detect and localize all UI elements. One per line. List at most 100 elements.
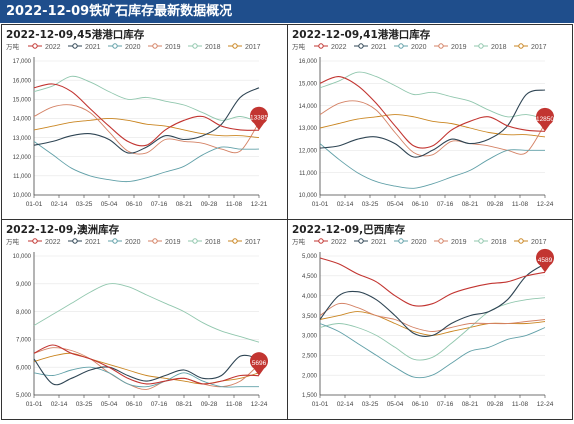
legend-label: 2017 xyxy=(531,239,547,246)
legend-item-2018[interactable]: 2018 xyxy=(188,238,221,246)
series-line-2021 xyxy=(33,354,260,386)
legend-item-2019[interactable]: 2019 xyxy=(434,43,467,51)
legend-item-2022[interactable]: 2022 xyxy=(314,238,347,246)
y-tick-label: 15,000 xyxy=(13,97,32,103)
latest-value-label: 4589 xyxy=(538,257,553,264)
legend-item-2020[interactable]: 2020 xyxy=(108,238,141,246)
latest-value-marker: 13385 xyxy=(250,106,268,131)
y-tick-label: 6,000 xyxy=(16,365,32,371)
legend-item-2019[interactable]: 2019 xyxy=(148,43,181,51)
legend-item-2021[interactable]: 2021 xyxy=(68,238,101,246)
x-tick-label: 05-04 xyxy=(387,401,404,408)
y-tick-label: 7,000 xyxy=(16,338,32,344)
legend-item-2018[interactable]: 2018 xyxy=(474,238,507,246)
series-line-2018 xyxy=(33,283,260,343)
legend-label: 2017 xyxy=(531,44,547,51)
legend-label: 2021 xyxy=(371,239,387,246)
legend-label: 2021 xyxy=(85,239,101,246)
legend-item-2017[interactable]: 2017 xyxy=(228,238,261,246)
legend-label: 2019 xyxy=(451,239,467,246)
x-tick-label: 03-25 xyxy=(362,201,379,208)
legend-label: 2019 xyxy=(451,44,467,51)
y-tick-label: 15,000 xyxy=(299,82,318,88)
series-line-2020 xyxy=(319,143,545,189)
x-tick-label: 08-21 xyxy=(462,201,479,208)
x-tick-label: 01-01 xyxy=(312,401,329,408)
series-line-2020 xyxy=(319,323,546,379)
x-tick-label: 07-16 xyxy=(437,401,454,408)
series-line-2020 xyxy=(33,366,259,388)
x-tick-label: 08-21 xyxy=(176,401,193,408)
x-tick-label: 09-28 xyxy=(487,201,504,208)
series-line-2021 xyxy=(319,263,546,337)
y-tick-label: 16,000 xyxy=(299,59,318,65)
legend-item-2021[interactable]: 2021 xyxy=(68,43,101,51)
legend-item-2017[interactable]: 2017 xyxy=(514,238,547,246)
legend-item-2018[interactable]: 2018 xyxy=(188,43,221,51)
y-tick-label: 3,000 xyxy=(302,334,318,340)
legend-item-2021[interactable]: 2021 xyxy=(354,43,387,51)
y-tick-label: 2,500 xyxy=(302,353,318,359)
y-tick-label: 10,000 xyxy=(299,193,318,199)
chart-svg-brazil: 万吨 2022 2021 2020 2019 2018 2017 1,500 2,000 2,50… xyxy=(292,237,554,408)
legend-item-2017[interactable]: 2017 xyxy=(514,43,547,51)
chart-svg-45-ports: 万吨 2022 2021 2020 2019 2018 2017 10,000 11,000 12… xyxy=(6,42,268,208)
x-tick-label: 06-10 xyxy=(412,201,429,208)
x-tick-label: 02-14 xyxy=(51,201,68,208)
y-tick-label: 14,000 xyxy=(299,104,318,110)
legend-label: 2018 xyxy=(205,44,221,51)
y-tick-label: 5,000 xyxy=(302,254,318,260)
x-tick-label: 09-28 xyxy=(487,401,504,408)
x-tick-label: 03-25 xyxy=(76,201,93,208)
x-tick-label: 06-10 xyxy=(126,401,143,408)
x-tick-label: 07-16 xyxy=(151,401,168,408)
chart-svg-australia: 万吨 2022 2021 2020 2019 2018 2017 5,000 6,000 7,00… xyxy=(6,237,268,408)
legend-label: 2021 xyxy=(85,44,101,51)
legend-item-2022[interactable]: 2022 xyxy=(28,43,61,51)
series-line-2017 xyxy=(319,114,546,138)
chart-panel-45-ports: 2022-12-09,45港港口库存 万吨 2022 2021 2020 2019 201… xyxy=(2,25,286,219)
x-tick-label: 05-04 xyxy=(101,201,118,208)
x-tick-label: 12-24 xyxy=(537,201,554,208)
legend-item-2022[interactable]: 2022 xyxy=(28,238,61,246)
y-tick-label: 11,000 xyxy=(299,171,318,177)
y-tick-label: 3,500 xyxy=(302,314,318,320)
y-tick-label: 14,000 xyxy=(13,117,32,123)
legend-item-2021[interactable]: 2021 xyxy=(354,238,387,246)
legend-item-2019[interactable]: 2019 xyxy=(434,238,467,246)
x-tick-label: 11-08 xyxy=(226,401,243,408)
x-tick-label: 07-16 xyxy=(437,201,454,208)
legend-item-2020[interactable]: 2020 xyxy=(108,43,141,51)
legend-label: 2020 xyxy=(411,239,427,246)
latest-value-label: 5696 xyxy=(252,360,267,367)
series-line-2019 xyxy=(33,347,260,390)
legend-label: 2022 xyxy=(45,44,61,51)
legend-label: 2018 xyxy=(491,239,507,246)
series-line-2018 xyxy=(33,75,260,123)
chart-title: 2022-12-09,45港港口库存 xyxy=(6,29,145,41)
series-line-2018 xyxy=(319,297,546,361)
x-tick-label: 12-24 xyxy=(251,401,268,408)
chart-panel-australia: 2022-12-09,澳洲库存 万吨 2022 2021 2020 2019 2018 20… xyxy=(2,220,286,414)
series-line-2021 xyxy=(319,89,546,158)
y-tick-label: 8,000 xyxy=(16,310,32,316)
legend-item-2020[interactable]: 2020 xyxy=(394,43,427,51)
series-line-2017 xyxy=(33,117,260,139)
x-tick-label: 07-16 xyxy=(151,201,168,208)
legend-label: 2022 xyxy=(331,44,347,51)
x-tick-label: 09-28 xyxy=(201,201,218,208)
horizontal-divider xyxy=(2,219,572,220)
series-line-2019 xyxy=(319,100,546,157)
vertical-divider xyxy=(287,25,288,419)
y-tick-label: 17,000 xyxy=(13,59,32,65)
chart-grid: 2022-12-09,45港港口库存 万吨 2022 2021 2020 2019 201… xyxy=(1,24,573,420)
legend-item-2017[interactable]: 2017 xyxy=(228,43,261,51)
legend-item-2020[interactable]: 2020 xyxy=(394,238,427,246)
chart-title: 2022-12-09,巴西库存 xyxy=(292,224,406,236)
legend-item-2019[interactable]: 2019 xyxy=(148,238,181,246)
legend-label: 2018 xyxy=(205,239,221,246)
legend-item-2022[interactable]: 2022 xyxy=(314,43,347,51)
x-tick-label: 02-14 xyxy=(337,201,354,208)
legend-label: 2020 xyxy=(125,44,141,51)
legend-item-2018[interactable]: 2018 xyxy=(474,43,507,51)
